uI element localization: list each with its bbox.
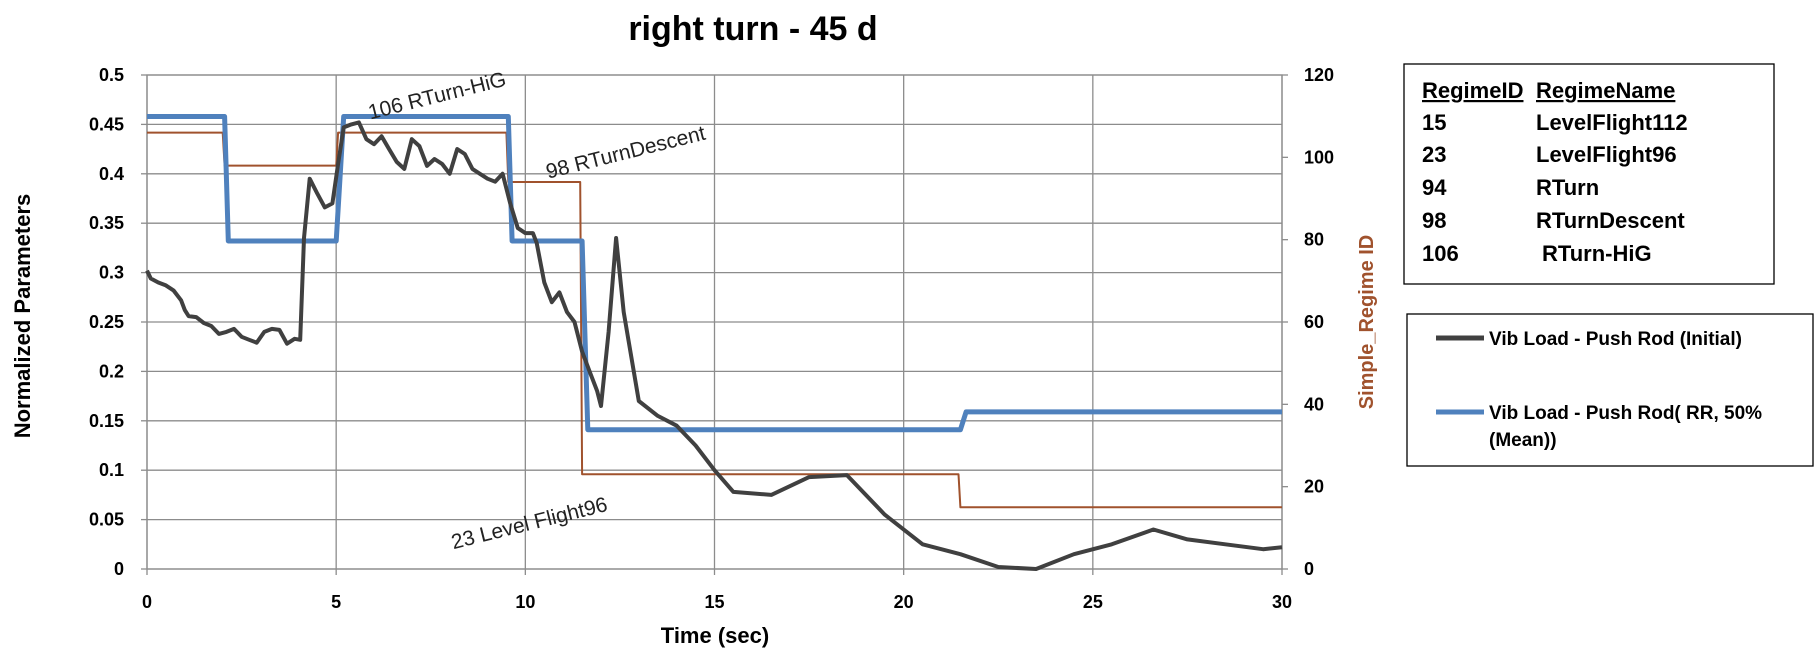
regime-table-header-name: RegimeName: [1536, 78, 1675, 103]
y-tick-label: 0.25: [89, 312, 124, 332]
regime-table-box: [1403, 63, 1775, 285]
y2-tick-label: 100: [1304, 147, 1334, 167]
regime-table-cell: RTurn: [1536, 175, 1599, 200]
regime-table-header-id: RegimeID: [1422, 78, 1523, 103]
x-tick-label: 15: [704, 592, 724, 612]
y-axis-label: Normalized Parameters: [10, 194, 35, 439]
series-line-mean: [147, 114, 1282, 433]
y-tick-label: 0: [114, 559, 124, 579]
axis-ticks: 0 0.05 0.1 0.15 0.2 0.25 0.3 0.35 0.4 0.45 0.5 0 5 10…: [89, 65, 1334, 612]
regime-table-cell: 106: [1422, 241, 1459, 266]
y2-axis-label: Simple_Regime ID: [1356, 235, 1378, 410]
y-tick-label: 0.2: [99, 361, 124, 381]
y2-tick-label: 60: [1304, 312, 1324, 332]
regime-table-cell: RTurn-HiG: [1542, 241, 1652, 266]
regime-table: RegimeID RegimeName 15 LevelFlight112 23…: [1403, 63, 1775, 285]
x-tick-label: 25: [1083, 592, 1103, 612]
legend: Vib Load - Push Rod (Initial) Vib Load -…: [1406, 313, 1814, 467]
series-lines: [145, 114, 1283, 571]
y-tick-label: 0.05: [89, 510, 124, 530]
y-tick-label: 0.1: [99, 460, 124, 480]
regime-table-cell: 98: [1422, 208, 1446, 233]
y-tick-label: 0.35: [89, 213, 124, 233]
legend-label-mean-cont: (Mean)): [1489, 430, 1557, 451]
y-tick-label: 0.15: [89, 411, 124, 431]
legend-label-initial: Vib Load - Push Rod (Initial): [1489, 329, 1742, 350]
regime-table-cell: 94: [1422, 175, 1447, 200]
x-tick-label: 0: [142, 592, 152, 612]
regime-table-cell: LevelFlight112: [1536, 110, 1688, 135]
x-tick-label: 20: [894, 592, 914, 612]
regime-annotation: 23 Level Flight96: [449, 493, 610, 554]
regime-table-cell: 23: [1422, 142, 1446, 167]
y-tick-label: 0.45: [89, 114, 124, 134]
chart-title: right turn - 45 d: [628, 10, 877, 48]
x-tick-label: 30: [1272, 592, 1292, 612]
regime-table-cell: RTurnDescent: [1536, 208, 1685, 233]
y2-tick-label: 20: [1304, 477, 1324, 497]
regime-table-cell: 15: [1422, 110, 1446, 135]
series-line-initial: [145, 120, 1283, 571]
y2-tick-label: 120: [1304, 65, 1334, 85]
grid-lines: [146, 74, 1283, 570]
y2-tick-label: 40: [1304, 394, 1324, 414]
y-tick-label: 0.3: [99, 263, 124, 283]
y2-tick-label: 0: [1304, 559, 1314, 579]
legend-label-mean: Vib Load - Push Rod( RR, 50%: [1489, 403, 1762, 424]
x-tick-label: 10: [515, 592, 535, 612]
regime-table-cell: LevelFlight96: [1536, 142, 1677, 167]
y2-tick-label: 80: [1304, 230, 1324, 250]
y-tick-label: 0.4: [99, 164, 124, 184]
x-axis-label: Time (sec): [661, 623, 769, 648]
y-tick-label: 0.5: [99, 65, 124, 85]
x-tick-label: 5: [331, 592, 341, 612]
